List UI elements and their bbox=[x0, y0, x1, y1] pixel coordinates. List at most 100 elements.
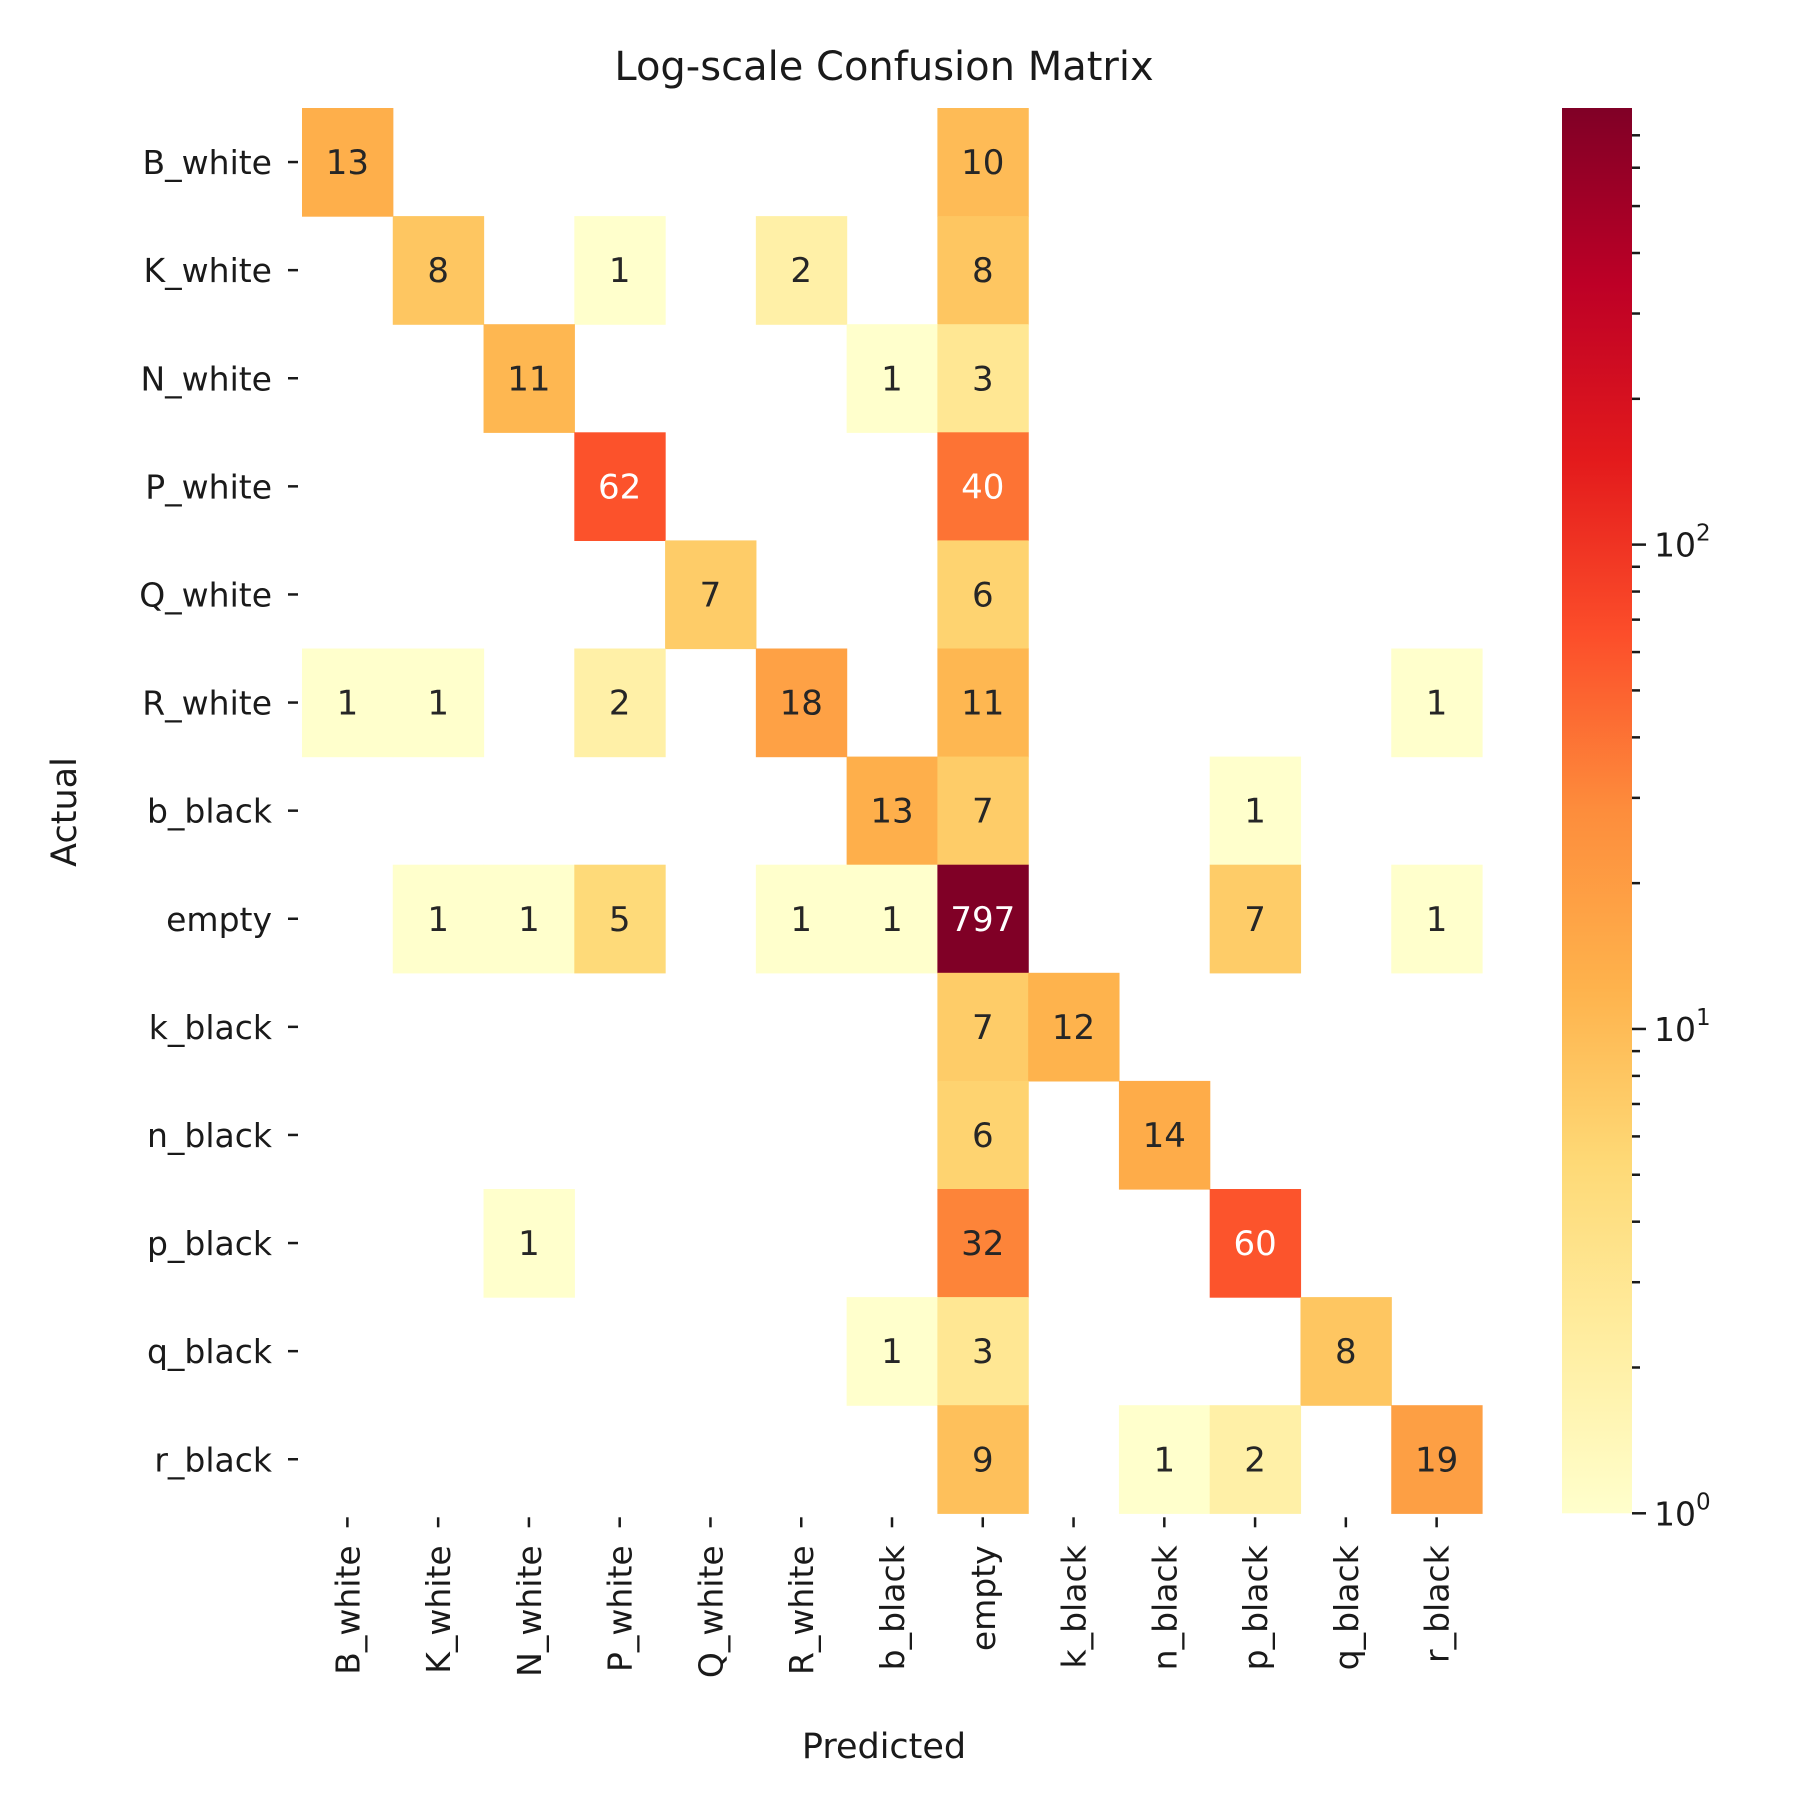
x-tick-label: B_white bbox=[328, 1545, 367, 1674]
cell-value-label: 7 bbox=[972, 792, 994, 832]
x-axis-label: Predicted bbox=[802, 1727, 966, 1767]
y-tick-label: Q_white bbox=[139, 575, 272, 614]
cell-value-label: 1 bbox=[881, 900, 903, 940]
colorbar-tick-label: 101 bbox=[1654, 1005, 1711, 1049]
heatmap-cell bbox=[483, 324, 575, 433]
heatmap-cell bbox=[937, 1080, 1029, 1190]
chart-title: Log-scale Confusion Matrix bbox=[614, 44, 1153, 90]
heatmap-cell bbox=[574, 864, 666, 974]
x-tick-label: r_black bbox=[1418, 1544, 1457, 1663]
y-axis-label: Actual bbox=[45, 757, 85, 867]
heatmap-cell bbox=[392, 216, 485, 325]
cell-value-label: 1 bbox=[427, 900, 449, 940]
heatmap-cell bbox=[1391, 648, 1483, 758]
heatmap-cell bbox=[483, 1189, 575, 1298]
x-tick-label: p_black bbox=[1236, 1544, 1275, 1670]
cell-value-label: 797 bbox=[950, 900, 1015, 940]
cell-value-label: 9 bbox=[972, 1440, 994, 1480]
cell-value-label: 3 bbox=[972, 1332, 994, 1372]
x-tick-label: b_black bbox=[873, 1544, 912, 1670]
colorbar: 100 101 102 bbox=[1562, 108, 1711, 1533]
heatmap-cell bbox=[846, 324, 938, 433]
x-tick-label: n_black bbox=[1145, 1544, 1184, 1670]
heatmap-cell bbox=[846, 756, 938, 866]
cell-value-label: 2 bbox=[609, 684, 631, 724]
heatmap-cell bbox=[1300, 1297, 1392, 1406]
heatmap-cell bbox=[846, 1297, 938, 1406]
cell-value-label: 6 bbox=[972, 1116, 994, 1156]
heatmap-cell bbox=[937, 540, 1029, 650]
cell-value-label: 2 bbox=[790, 251, 812, 291]
x-tick-label: q_black bbox=[1327, 1544, 1366, 1670]
heatmap-cell bbox=[1118, 1405, 1211, 1514]
heatmap-cell bbox=[1209, 864, 1302, 974]
y-tick-label: r_black bbox=[154, 1440, 273, 1479]
cell-value-label: 14 bbox=[1143, 1116, 1186, 1156]
y-tick-label: P_white bbox=[145, 467, 272, 506]
heatmap-cell bbox=[1209, 1189, 1302, 1298]
cell-value-label: 8 bbox=[427, 251, 449, 291]
heatmap-cell bbox=[846, 864, 938, 974]
heatmap-cell bbox=[937, 108, 1029, 217]
cell-value-label: 11 bbox=[507, 359, 550, 399]
cell-value-label: 1 bbox=[427, 684, 449, 724]
heatmap-cell bbox=[937, 1189, 1029, 1298]
cell-value-label: 8 bbox=[1335, 1332, 1357, 1372]
cell-value-label: 1 bbox=[1426, 684, 1448, 724]
cell-value-label: 1 bbox=[790, 900, 812, 940]
cell-value-label: 2 bbox=[1244, 1440, 1266, 1480]
cell-value-label: 6 bbox=[972, 575, 994, 615]
heatmap-cell bbox=[483, 864, 575, 974]
heatmap-cell bbox=[574, 216, 666, 325]
cell-value-label: 13 bbox=[870, 792, 913, 832]
heatmap-cell bbox=[755, 648, 848, 758]
heatmap-cell bbox=[1209, 1405, 1302, 1514]
y-tick-label: p_black bbox=[147, 1224, 273, 1263]
heatmap-cell bbox=[937, 756, 1029, 866]
heatmap-cell bbox=[937, 1297, 1029, 1406]
cell-value-label: 32 bbox=[961, 1224, 1004, 1264]
y-tick-label: empty bbox=[166, 900, 272, 939]
cell-value-label: 3 bbox=[972, 359, 994, 399]
x-tick-label: R_white bbox=[782, 1545, 821, 1675]
heatmap-cell bbox=[937, 432, 1029, 541]
y-tick-label: N_white bbox=[140, 359, 272, 398]
x-tick-label: Q_white bbox=[691, 1545, 730, 1678]
cell-value-label: 1 bbox=[1153, 1440, 1175, 1480]
cell-value-label: 13 bbox=[326, 143, 369, 183]
cell-value-label: 1 bbox=[1426, 900, 1448, 940]
heatmap-cell bbox=[937, 972, 1029, 1082]
cell-value-label: 19 bbox=[1415, 1440, 1458, 1480]
y-tick-label: K_white bbox=[144, 251, 272, 290]
heatmap-cell bbox=[937, 864, 1029, 974]
cell-value-label: 10 bbox=[961, 143, 1004, 183]
heatmap-cell bbox=[574, 648, 666, 758]
heatmap-cell bbox=[1118, 1080, 1211, 1190]
heatmap-cell bbox=[755, 216, 848, 325]
cell-value-label: 1 bbox=[881, 359, 903, 399]
x-axis: B_white K_white N_white P_white Q_white R_whi… bbox=[328, 1517, 1457, 1678]
cell-value-label: 60 bbox=[1233, 1224, 1276, 1264]
x-tick-label: empty bbox=[964, 1545, 1003, 1651]
heatmap-cell bbox=[1391, 864, 1483, 974]
heatmap-cell bbox=[1028, 972, 1120, 1082]
cell-value-label: 7 bbox=[700, 575, 722, 615]
heatmap-cell bbox=[302, 648, 394, 758]
heatmap-cell bbox=[937, 324, 1029, 433]
cell-value-label: 62 bbox=[598, 467, 641, 507]
x-tick-label: K_white bbox=[419, 1545, 458, 1673]
cell-value-label: 40 bbox=[961, 467, 1004, 507]
colorbar-gradient-bar bbox=[1562, 108, 1632, 1514]
cell-value-label: 7 bbox=[1244, 900, 1266, 940]
cell-value-label: 1 bbox=[609, 251, 631, 291]
heatmap-cell bbox=[392, 648, 485, 758]
colorbar-tick-label: 100 bbox=[1654, 1489, 1711, 1533]
y-tick-label: n_black bbox=[147, 1116, 273, 1155]
cell-value-label: 1 bbox=[518, 900, 540, 940]
heatmap-cell bbox=[302, 108, 394, 217]
heatmap-cell bbox=[392, 864, 485, 974]
heatmap-cell bbox=[755, 864, 848, 974]
heatmap-cell bbox=[574, 432, 666, 541]
y-tick-label: q_black bbox=[147, 1332, 273, 1371]
